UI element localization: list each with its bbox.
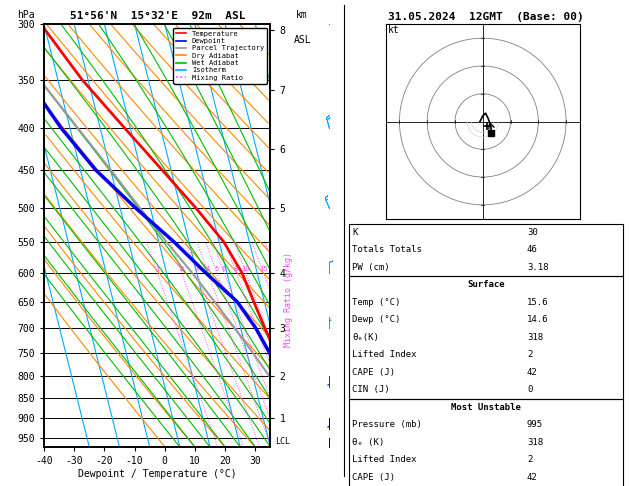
- Text: PW (cm): PW (cm): [352, 263, 390, 272]
- X-axis label: Dewpoint / Temperature (°C): Dewpoint / Temperature (°C): [78, 469, 237, 479]
- Text: 4: 4: [206, 266, 209, 272]
- Text: Mixing Ratio (g/kg): Mixing Ratio (g/kg): [284, 252, 293, 347]
- Text: 14.6: 14.6: [527, 315, 548, 324]
- Text: Totals Totals: Totals Totals: [352, 245, 422, 254]
- Text: Most Unstable: Most Unstable: [451, 403, 521, 412]
- Text: Surface: Surface: [467, 280, 504, 289]
- Text: Lifted Index: Lifted Index: [352, 455, 417, 464]
- Text: km: km: [296, 10, 308, 20]
- Text: CAPE (J): CAPE (J): [352, 473, 395, 482]
- Title: 51°56'N  15°32'E  92m  ASL: 51°56'N 15°32'E 92m ASL: [69, 11, 245, 21]
- Text: θₑ (K): θₑ (K): [352, 438, 384, 447]
- Text: ASL: ASL: [293, 35, 311, 45]
- Text: Temp (°C): Temp (°C): [352, 298, 401, 307]
- Text: LCL: LCL: [275, 437, 290, 446]
- Legend: Temperature, Dewpoint, Parcel Trajectory, Dry Adiabat, Wet Adiabat, Isotherm, Mi: Temperature, Dewpoint, Parcel Trajectory…: [173, 28, 267, 84]
- Text: 31.05.2024  12GMT  (Base: 00): 31.05.2024 12GMT (Base: 00): [388, 12, 584, 22]
- Text: 3: 3: [194, 266, 199, 272]
- Text: 15: 15: [259, 266, 267, 272]
- Text: 5: 5: [214, 266, 219, 272]
- Text: 0: 0: [527, 385, 532, 394]
- Text: 30: 30: [527, 228, 538, 237]
- Text: hPa: hPa: [17, 10, 35, 20]
- Text: CAPE (J): CAPE (J): [352, 368, 395, 377]
- Text: 2: 2: [527, 455, 532, 464]
- Text: 42: 42: [527, 368, 538, 377]
- Text: 318: 318: [527, 333, 543, 342]
- Text: K: K: [352, 228, 358, 237]
- Text: CIN (J): CIN (J): [352, 385, 390, 394]
- Text: 15.6: 15.6: [527, 298, 548, 307]
- Text: 1: 1: [155, 266, 159, 272]
- Text: 2: 2: [179, 266, 184, 272]
- Text: 995: 995: [527, 420, 543, 429]
- Text: Pressure (mb): Pressure (mb): [352, 420, 422, 429]
- Text: kt: kt: [388, 25, 400, 35]
- Text: 46: 46: [527, 245, 538, 254]
- Text: 42: 42: [527, 473, 538, 482]
- Text: 6: 6: [221, 266, 226, 272]
- Text: 318: 318: [527, 438, 543, 447]
- Text: 10: 10: [241, 266, 250, 272]
- Text: 2: 2: [527, 350, 532, 359]
- Text: Dewp (°C): Dewp (°C): [352, 315, 401, 324]
- Text: 3.18: 3.18: [527, 263, 548, 272]
- Text: Lifted Index: Lifted Index: [352, 350, 417, 359]
- Text: 8: 8: [233, 266, 238, 272]
- Text: θₑ(K): θₑ(K): [352, 333, 379, 342]
